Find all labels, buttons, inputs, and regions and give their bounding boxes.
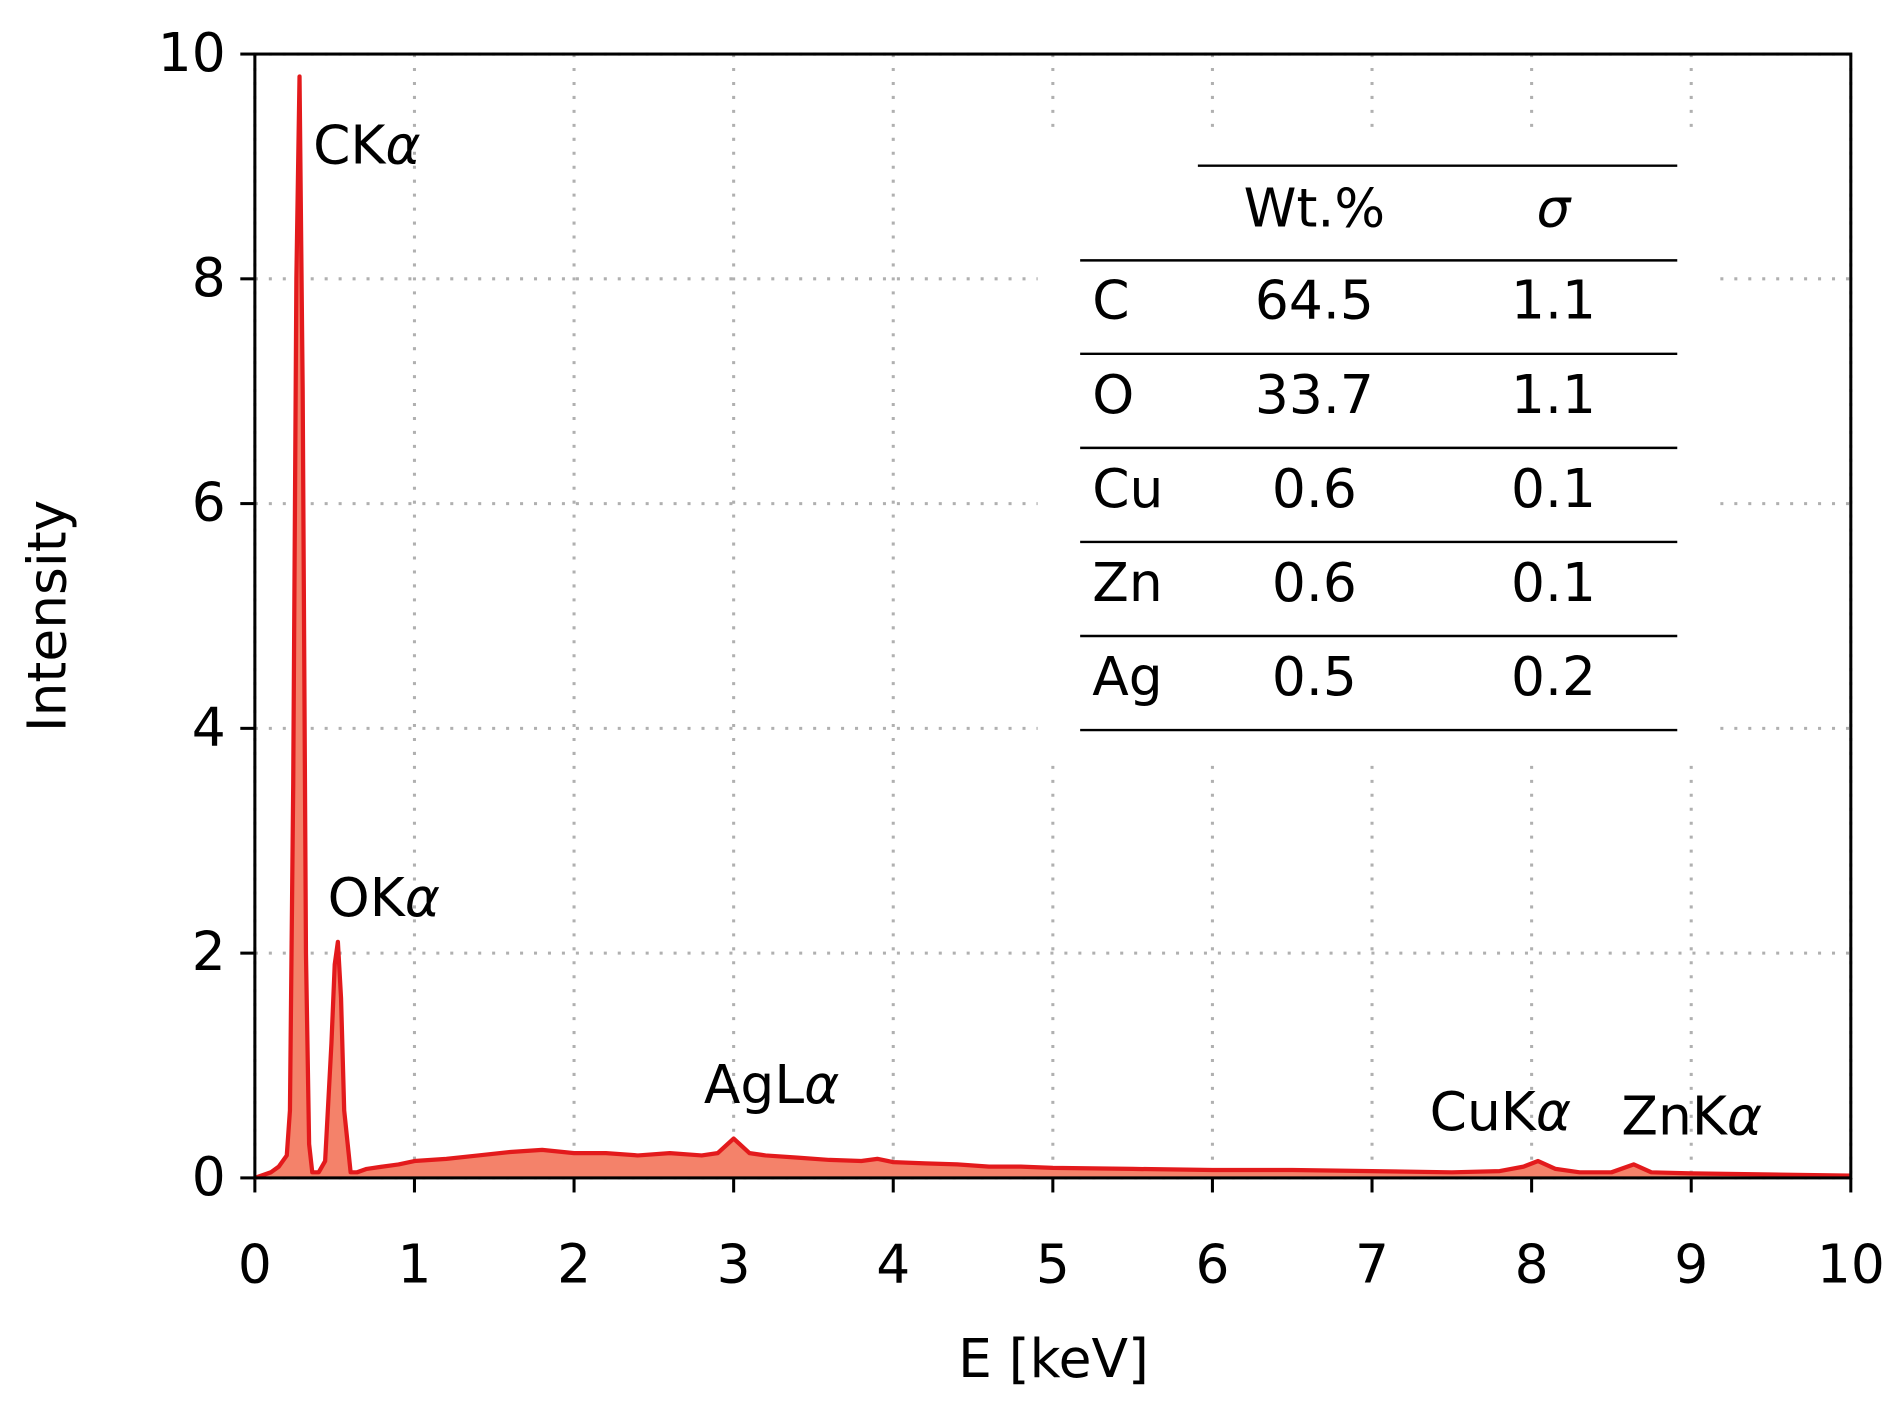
y-tick-label: 6 <box>192 471 226 534</box>
table-cell: 0.6 <box>1272 551 1357 614</box>
peak-annotation: CuKα <box>1430 1079 1571 1142</box>
annotation-line-greek: α <box>1727 1084 1762 1147</box>
annotation-line-letter: K <box>1692 1084 1729 1147</box>
table-cell: 0.1 <box>1511 457 1596 520</box>
x-tick-label: 0 <box>238 1232 272 1295</box>
x-tick-label: 10 <box>1817 1232 1885 1295</box>
annotation-line-greek: α <box>804 1053 839 1116</box>
annotation-element: C <box>313 113 350 176</box>
x-tick-label: 4 <box>876 1232 910 1295</box>
y-axis-label: Intensity <box>16 500 79 732</box>
annotation-element: Cu <box>1430 1079 1501 1142</box>
plot-frame <box>253 52 1853 1180</box>
x-axis-label: E [keV] <box>958 1327 1149 1390</box>
peak-annotation: AgLα <box>704 1053 839 1116</box>
table-cell: 0.6 <box>1272 457 1357 520</box>
y-tick-label: 8 <box>192 246 226 309</box>
annotation-line-greek: α <box>405 866 440 929</box>
table-cell: 64.5 <box>1255 269 1374 332</box>
table-cell: Zn <box>1092 551 1162 614</box>
x-tick-label: 5 <box>1036 1232 1070 1295</box>
table-header: σ <box>1537 176 1573 239</box>
y-tick-label: 0 <box>192 1145 226 1208</box>
annotation-line-letter: K <box>1501 1079 1538 1142</box>
annotation-line: Kα <box>1692 1084 1762 1147</box>
annotation-element: O <box>328 866 370 929</box>
annotation-line: Lα <box>774 1053 839 1116</box>
annotation-line: Kα <box>350 113 420 176</box>
table-cell: 1.1 <box>1511 269 1596 332</box>
x-tick-label: 6 <box>1195 1232 1229 1295</box>
annotation-line-greek: α <box>385 113 420 176</box>
peak-annotation: OKα <box>328 866 440 929</box>
x-tick-label: 3 <box>717 1232 751 1295</box>
annotation-element: Ag <box>704 1053 774 1116</box>
peak-annotation: ZnKα <box>1621 1084 1762 1147</box>
y-tick-label: 4 <box>192 695 226 758</box>
annotation-line-letter: K <box>350 113 387 176</box>
x-tick-label: 8 <box>1515 1232 1549 1295</box>
table-cell: Cu <box>1092 457 1163 520</box>
table-cell: 1.1 <box>1511 363 1596 426</box>
annotation-line: Kα <box>370 866 440 929</box>
annotation-line: Kα <box>1501 1079 1571 1142</box>
table-cell: 0.2 <box>1511 645 1596 708</box>
table-cell: 0.5 <box>1272 645 1357 708</box>
x-tick-label: 2 <box>557 1232 591 1295</box>
table-cell: 33.7 <box>1255 363 1374 426</box>
x-tick-label: 9 <box>1674 1232 1708 1295</box>
table-cell: O <box>1092 363 1134 426</box>
annotation-line-letter: K <box>370 866 407 929</box>
spectrum-line <box>254 74 1851 1180</box>
peak-annotation: CKα <box>313 113 420 176</box>
x-tick-label: 1 <box>397 1232 431 1295</box>
annotation-line-letter: L <box>774 1053 804 1116</box>
annotation-element: Zn <box>1621 1084 1691 1147</box>
y-tick-label: 2 <box>192 920 226 983</box>
table-cell: 0.1 <box>1511 551 1596 614</box>
table-header: Wt.% <box>1244 176 1385 239</box>
x-tick-label: 7 <box>1355 1232 1389 1295</box>
table-cell: Ag <box>1092 645 1162 708</box>
table-cell: C <box>1092 269 1129 332</box>
annotation-line-greek: α <box>1536 1079 1571 1142</box>
y-tick-label: 10 <box>158 21 226 84</box>
